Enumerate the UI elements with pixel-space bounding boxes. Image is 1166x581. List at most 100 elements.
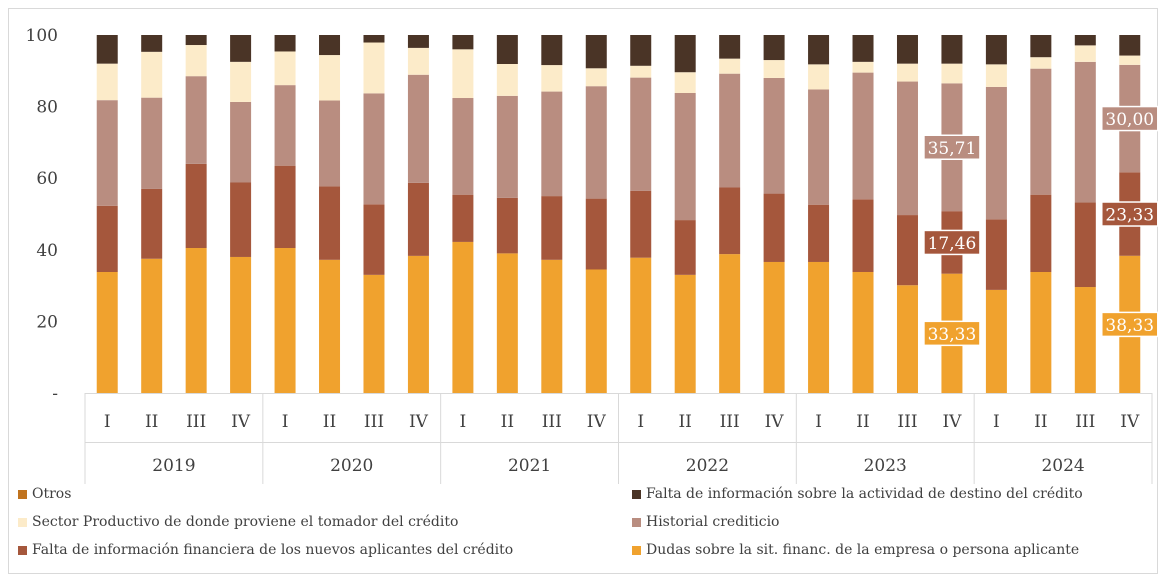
bar-segment	[96, 63, 118, 101]
bar-segment	[1119, 55, 1141, 65]
bar-segment	[719, 187, 741, 255]
bar-segment	[319, 186, 341, 260]
legend-item: Otros	[18, 486, 71, 502]
bar-segment	[230, 61, 252, 102]
bar-segment	[141, 51, 163, 98]
bar-segment	[585, 86, 607, 199]
bar-segment	[896, 215, 918, 286]
x-tick-label: III	[186, 412, 206, 432]
bar-segment	[941, 63, 963, 84]
bar-segment	[585, 198, 607, 270]
data-label-box	[1101, 105, 1159, 132]
bar-segment	[230, 256, 252, 393]
bar-segment	[896, 81, 918, 216]
x-tick-label: III	[720, 412, 740, 432]
bar-segment	[1030, 194, 1052, 272]
bar-segment	[452, 241, 474, 393]
y-tick-label: 40	[36, 241, 58, 261]
x-tick-label: IV	[231, 412, 251, 432]
bar-segment	[763, 77, 785, 194]
bar-segment	[985, 64, 1007, 87]
legend-label: Dudas sobre la sit. financ. de la empres…	[646, 542, 1080, 558]
x-tick-label: II	[678, 412, 691, 432]
data-label: 33,33	[928, 325, 977, 345]
bar-segment	[1030, 57, 1052, 69]
year-label: 2019	[152, 456, 195, 476]
legend-label: Historial crediticio	[646, 514, 780, 530]
bar-segment	[808, 89, 830, 205]
x-tick-label: III	[542, 412, 562, 432]
bar-segment	[319, 55, 341, 101]
bar-segment	[274, 35, 296, 52]
bar-segment	[141, 258, 163, 393]
bar-segment	[185, 45, 207, 77]
bar-segment	[674, 274, 696, 393]
x-tick-label: II	[501, 412, 514, 432]
year-label: 2021	[508, 456, 551, 476]
y-tick-label: 20	[36, 312, 58, 332]
bar-segment	[452, 194, 474, 242]
x-tick-label: I	[104, 412, 111, 432]
bar-segment	[763, 193, 785, 262]
bar-segment	[896, 285, 918, 393]
bar-segment	[1074, 61, 1096, 203]
legend-swatch	[18, 517, 27, 527]
bar-segment	[585, 269, 607, 393]
legend-item: Historial crediticio	[632, 514, 779, 530]
bar-segment	[141, 188, 163, 259]
x-tick-label: II	[323, 412, 336, 432]
bar-segment	[319, 35, 341, 56]
bar-segment	[852, 61, 874, 73]
bar-segment	[185, 35, 207, 46]
x-tick-label: II	[145, 412, 158, 432]
bar-segment	[808, 35, 830, 65]
x-tick-label: IV	[587, 412, 607, 432]
bar-segment	[630, 257, 652, 393]
bar-segment	[452, 98, 474, 195]
stacked-bar-chart: - 20 40 60 80 100 33,33 17,46 35,71 38,33 23,33 30,…	[26, 26, 1159, 484]
data-label-box	[923, 320, 981, 347]
bar-segment	[363, 42, 385, 94]
bar-segment	[1030, 272, 1052, 393]
bar-segment	[808, 261, 830, 393]
x-tick-label: I	[993, 412, 1000, 432]
bar-segment	[541, 259, 563, 393]
bar-segment	[1074, 287, 1096, 393]
bar-segment	[541, 91, 563, 197]
bar-segment	[96, 35, 118, 64]
x-tick-label: III	[364, 412, 384, 432]
bar-segment	[541, 65, 563, 92]
bar-segment	[363, 204, 385, 275]
bar-segment	[407, 182, 429, 256]
bar-segment	[674, 72, 696, 93]
bar-segment	[363, 93, 385, 205]
bar-segment	[452, 49, 474, 99]
bar-segment	[985, 35, 1007, 65]
x-tick-label: III	[897, 412, 917, 432]
bar-segment	[719, 58, 741, 74]
legend-item: Falta de información financiera de los n…	[18, 542, 513, 558]
bar-segment	[674, 220, 696, 275]
legend-swatch	[632, 489, 641, 499]
bar-segment	[985, 219, 1007, 290]
y-tick-label: 80	[36, 98, 58, 118]
bar-segment	[852, 35, 874, 62]
bar-segment	[274, 248, 296, 393]
bar-segment	[985, 289, 1007, 393]
bar-segment	[674, 35, 696, 73]
x-tick-label: IV	[409, 412, 429, 432]
bar-segment	[363, 274, 385, 393]
bar-segment	[230, 182, 252, 257]
data-label: 38,33	[1105, 316, 1154, 336]
bar-segment	[719, 35, 741, 59]
bar-segment	[319, 259, 341, 393]
bar-segment	[96, 272, 118, 393]
bar-segment	[808, 64, 830, 90]
x-tick-label: I	[282, 412, 289, 432]
data-label: 17,46	[928, 234, 977, 254]
bar-segment	[96, 205, 118, 272]
bar-segment	[407, 255, 429, 393]
bar-segment	[808, 204, 830, 262]
x-tick-label: IV	[765, 412, 785, 432]
bar-segment	[630, 65, 652, 78]
